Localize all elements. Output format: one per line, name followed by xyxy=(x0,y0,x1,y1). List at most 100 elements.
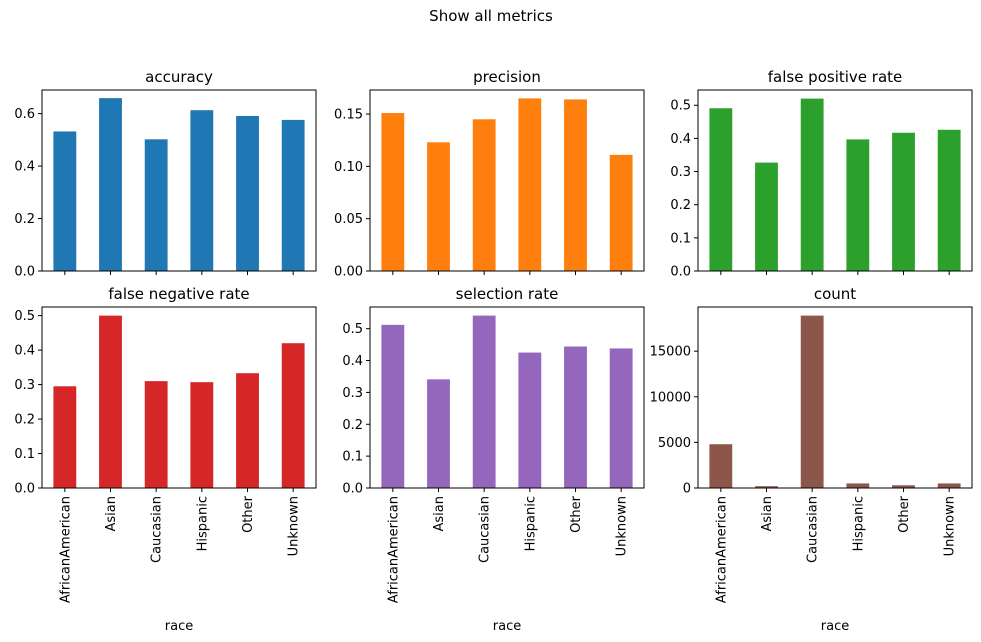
x-axis-label: race xyxy=(493,619,521,634)
y-tick-label: 15000 xyxy=(650,345,691,360)
y-tick-label: 0.6 xyxy=(14,107,35,122)
subplot-2: precision 0.00 0.05 0.10 0.15 xyxy=(334,68,645,280)
bar xyxy=(518,98,542,272)
y-tick-label: 5000 xyxy=(658,436,691,451)
subplot-1: accuracy 0.0 0.2 0.4 0.6 xyxy=(14,68,317,280)
y-tick-label: 0.5 xyxy=(14,309,35,324)
bar xyxy=(709,444,733,488)
subplot-title: accuracy xyxy=(145,68,213,86)
bar xyxy=(53,131,77,271)
x-tick-label: Caucasian xyxy=(150,496,165,563)
bar xyxy=(518,352,542,488)
y-tick-label: 0.0 xyxy=(342,482,363,497)
y-tick-label: 0.15 xyxy=(334,108,363,123)
subplot-title: false negative rate xyxy=(108,285,249,303)
y-tick-label: 0.1 xyxy=(670,231,691,246)
x-tick-label: AfricanAmerican xyxy=(386,496,401,603)
bar xyxy=(846,483,870,488)
bar xyxy=(381,324,405,488)
y-tick-label: 0.5 xyxy=(342,322,363,337)
y-tick-label: 0.2 xyxy=(14,413,35,428)
x-tick-label: Asian xyxy=(104,496,119,531)
y-tick-label: 0.05 xyxy=(334,212,363,227)
y-tick-label: 0.2 xyxy=(342,418,363,433)
bar xyxy=(472,315,496,488)
axes-frame xyxy=(369,306,645,489)
axes-frame xyxy=(697,89,973,272)
subplot-title: count xyxy=(814,285,856,303)
y-tick-label: 0.4 xyxy=(14,160,35,175)
x-tick-label: Caucasian xyxy=(478,496,493,563)
subplot-title: selection rate xyxy=(456,285,559,303)
bar xyxy=(144,381,168,488)
bar xyxy=(709,108,733,271)
subplot-grid: accuracy0.00.20.40.6precision0.000.050.1… xyxy=(14,68,973,634)
y-tick-label: 0.3 xyxy=(670,165,691,180)
bar xyxy=(892,485,915,488)
x-tick-label: Unknown xyxy=(943,496,958,556)
x-tick-label: AfricanAmerican xyxy=(58,496,73,603)
y-tick-label: 0.3 xyxy=(14,378,35,393)
y-tick-label: 0.0 xyxy=(14,265,35,280)
subplot-title: precision xyxy=(473,68,541,86)
bar xyxy=(892,132,915,271)
x-tick-label: Unknown xyxy=(615,496,630,556)
x-tick-label: Other xyxy=(241,495,256,533)
bar xyxy=(381,113,405,272)
bar xyxy=(236,115,259,271)
bar xyxy=(190,382,214,488)
subplot-5: selection rate 0.0 0.1 0.2 0.3 0.4 0.5 AfricanA… xyxy=(342,285,645,634)
y-tick-label: 0.3 xyxy=(342,386,363,401)
x-tick-label: Other xyxy=(897,495,912,533)
bar xyxy=(281,119,305,271)
subplot-3: false positive rate 0.0 0.1 0.2 0.3 0.4 0.5 xyxy=(670,68,973,280)
axes-frame xyxy=(41,306,317,489)
figure-suptitle: Show all metrics xyxy=(429,7,553,25)
y-tick-label: 0.4 xyxy=(342,354,363,369)
x-tick-label: Hispanic xyxy=(523,496,538,551)
bar xyxy=(564,346,587,488)
bar xyxy=(800,98,824,271)
y-tick-label: 0.2 xyxy=(14,212,35,227)
y-tick-label: 0.10 xyxy=(334,160,363,175)
subplot-4: false negative rate 0.0 0.1 0.2 0.3 0.4 0.5 Afr… xyxy=(14,285,317,634)
axes-frame xyxy=(41,89,317,272)
bar xyxy=(937,483,961,488)
axes-frame xyxy=(369,89,645,272)
axes-frame xyxy=(697,306,973,489)
bar xyxy=(846,139,870,271)
x-tick-label: Other xyxy=(569,495,584,533)
x-axis-label: race xyxy=(821,619,849,634)
bar xyxy=(609,154,633,271)
bar xyxy=(800,315,824,488)
y-tick-label: 0.1 xyxy=(342,450,363,465)
y-tick-label: 10000 xyxy=(650,390,691,405)
bar xyxy=(99,315,122,488)
x-tick-label: Caucasian xyxy=(806,496,821,563)
y-tick-label: 0.4 xyxy=(14,344,35,359)
bar xyxy=(755,162,778,271)
bar xyxy=(564,99,587,271)
subplot-title: false positive rate xyxy=(768,68,903,86)
bar xyxy=(236,373,259,488)
subplot-6: count 0 5000 10000 15000 AfricanAmerican Asian… xyxy=(650,285,973,634)
bar xyxy=(427,142,450,271)
y-tick-label: 0.2 xyxy=(670,198,691,213)
x-tick-label: AfricanAmerican xyxy=(714,496,729,603)
y-tick-label: 0.1 xyxy=(14,447,35,462)
x-tick-label: Hispanic xyxy=(851,496,866,551)
bar xyxy=(472,119,496,271)
bar xyxy=(53,386,77,488)
y-tick-label: 0.0 xyxy=(670,265,691,280)
x-tick-label: Asian xyxy=(760,496,775,531)
bar xyxy=(99,98,122,271)
bar xyxy=(755,486,778,488)
bar xyxy=(281,343,305,488)
bar xyxy=(937,129,961,271)
x-axis-label: race xyxy=(165,619,193,634)
bar xyxy=(609,348,633,488)
y-tick-label: 0.4 xyxy=(670,132,691,147)
bar xyxy=(144,139,168,271)
x-tick-label: Hispanic xyxy=(195,496,210,551)
